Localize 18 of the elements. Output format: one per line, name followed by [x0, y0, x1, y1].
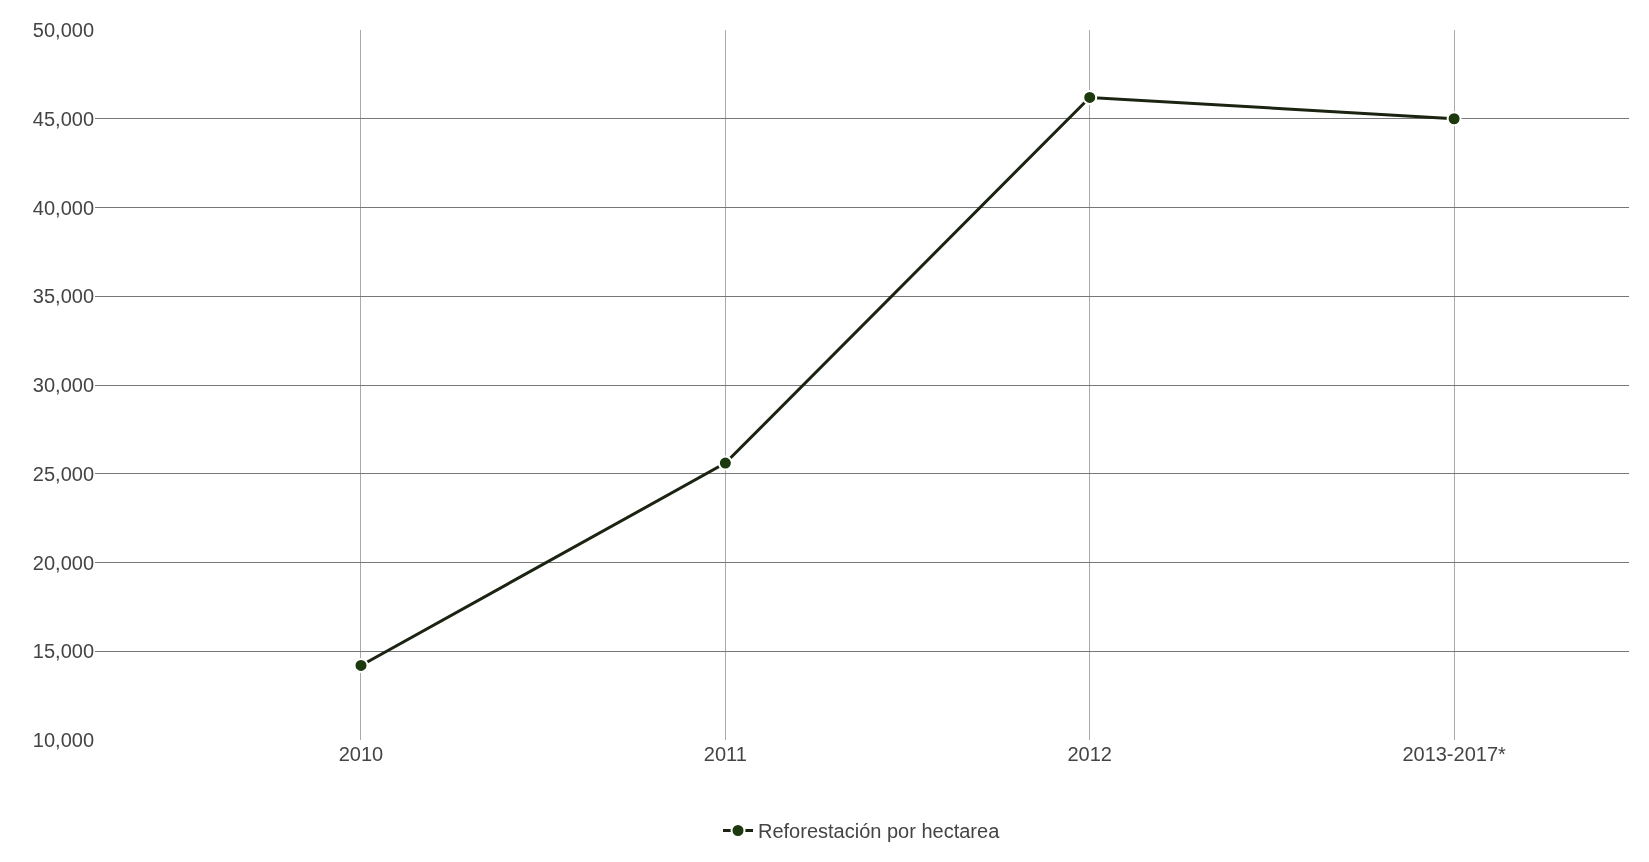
x-tick-label: 2012 — [1067, 743, 1112, 765]
y-tick-label: 35,000 — [32, 285, 94, 308]
point — [1446, 111, 1462, 127]
y-tick-label: 20,000 — [32, 551, 94, 574]
y-tick-label: 50,000 — [32, 19, 94, 41]
point — [1082, 89, 1098, 105]
y-tick-label: 40,000 — [32, 196, 94, 219]
point — [717, 455, 733, 471]
x-tick-label: 2011 — [703, 743, 747, 765]
y-tick-label: 25,000 — [32, 462, 94, 485]
y-tick-label: 15,000 — [32, 640, 94, 663]
legend-label: Reforestación por hectarea — [758, 820, 1001, 843]
y-tick-label: 30,000 — [32, 374, 94, 396]
y-tick-label: 45,000 — [32, 107, 94, 130]
point — [353, 657, 369, 673]
x-tick-label: 2010 — [338, 743, 384, 765]
x-tick-label: 2013-2017* — [1402, 743, 1507, 765]
y-tick-label: 10,000 — [32, 729, 94, 751]
